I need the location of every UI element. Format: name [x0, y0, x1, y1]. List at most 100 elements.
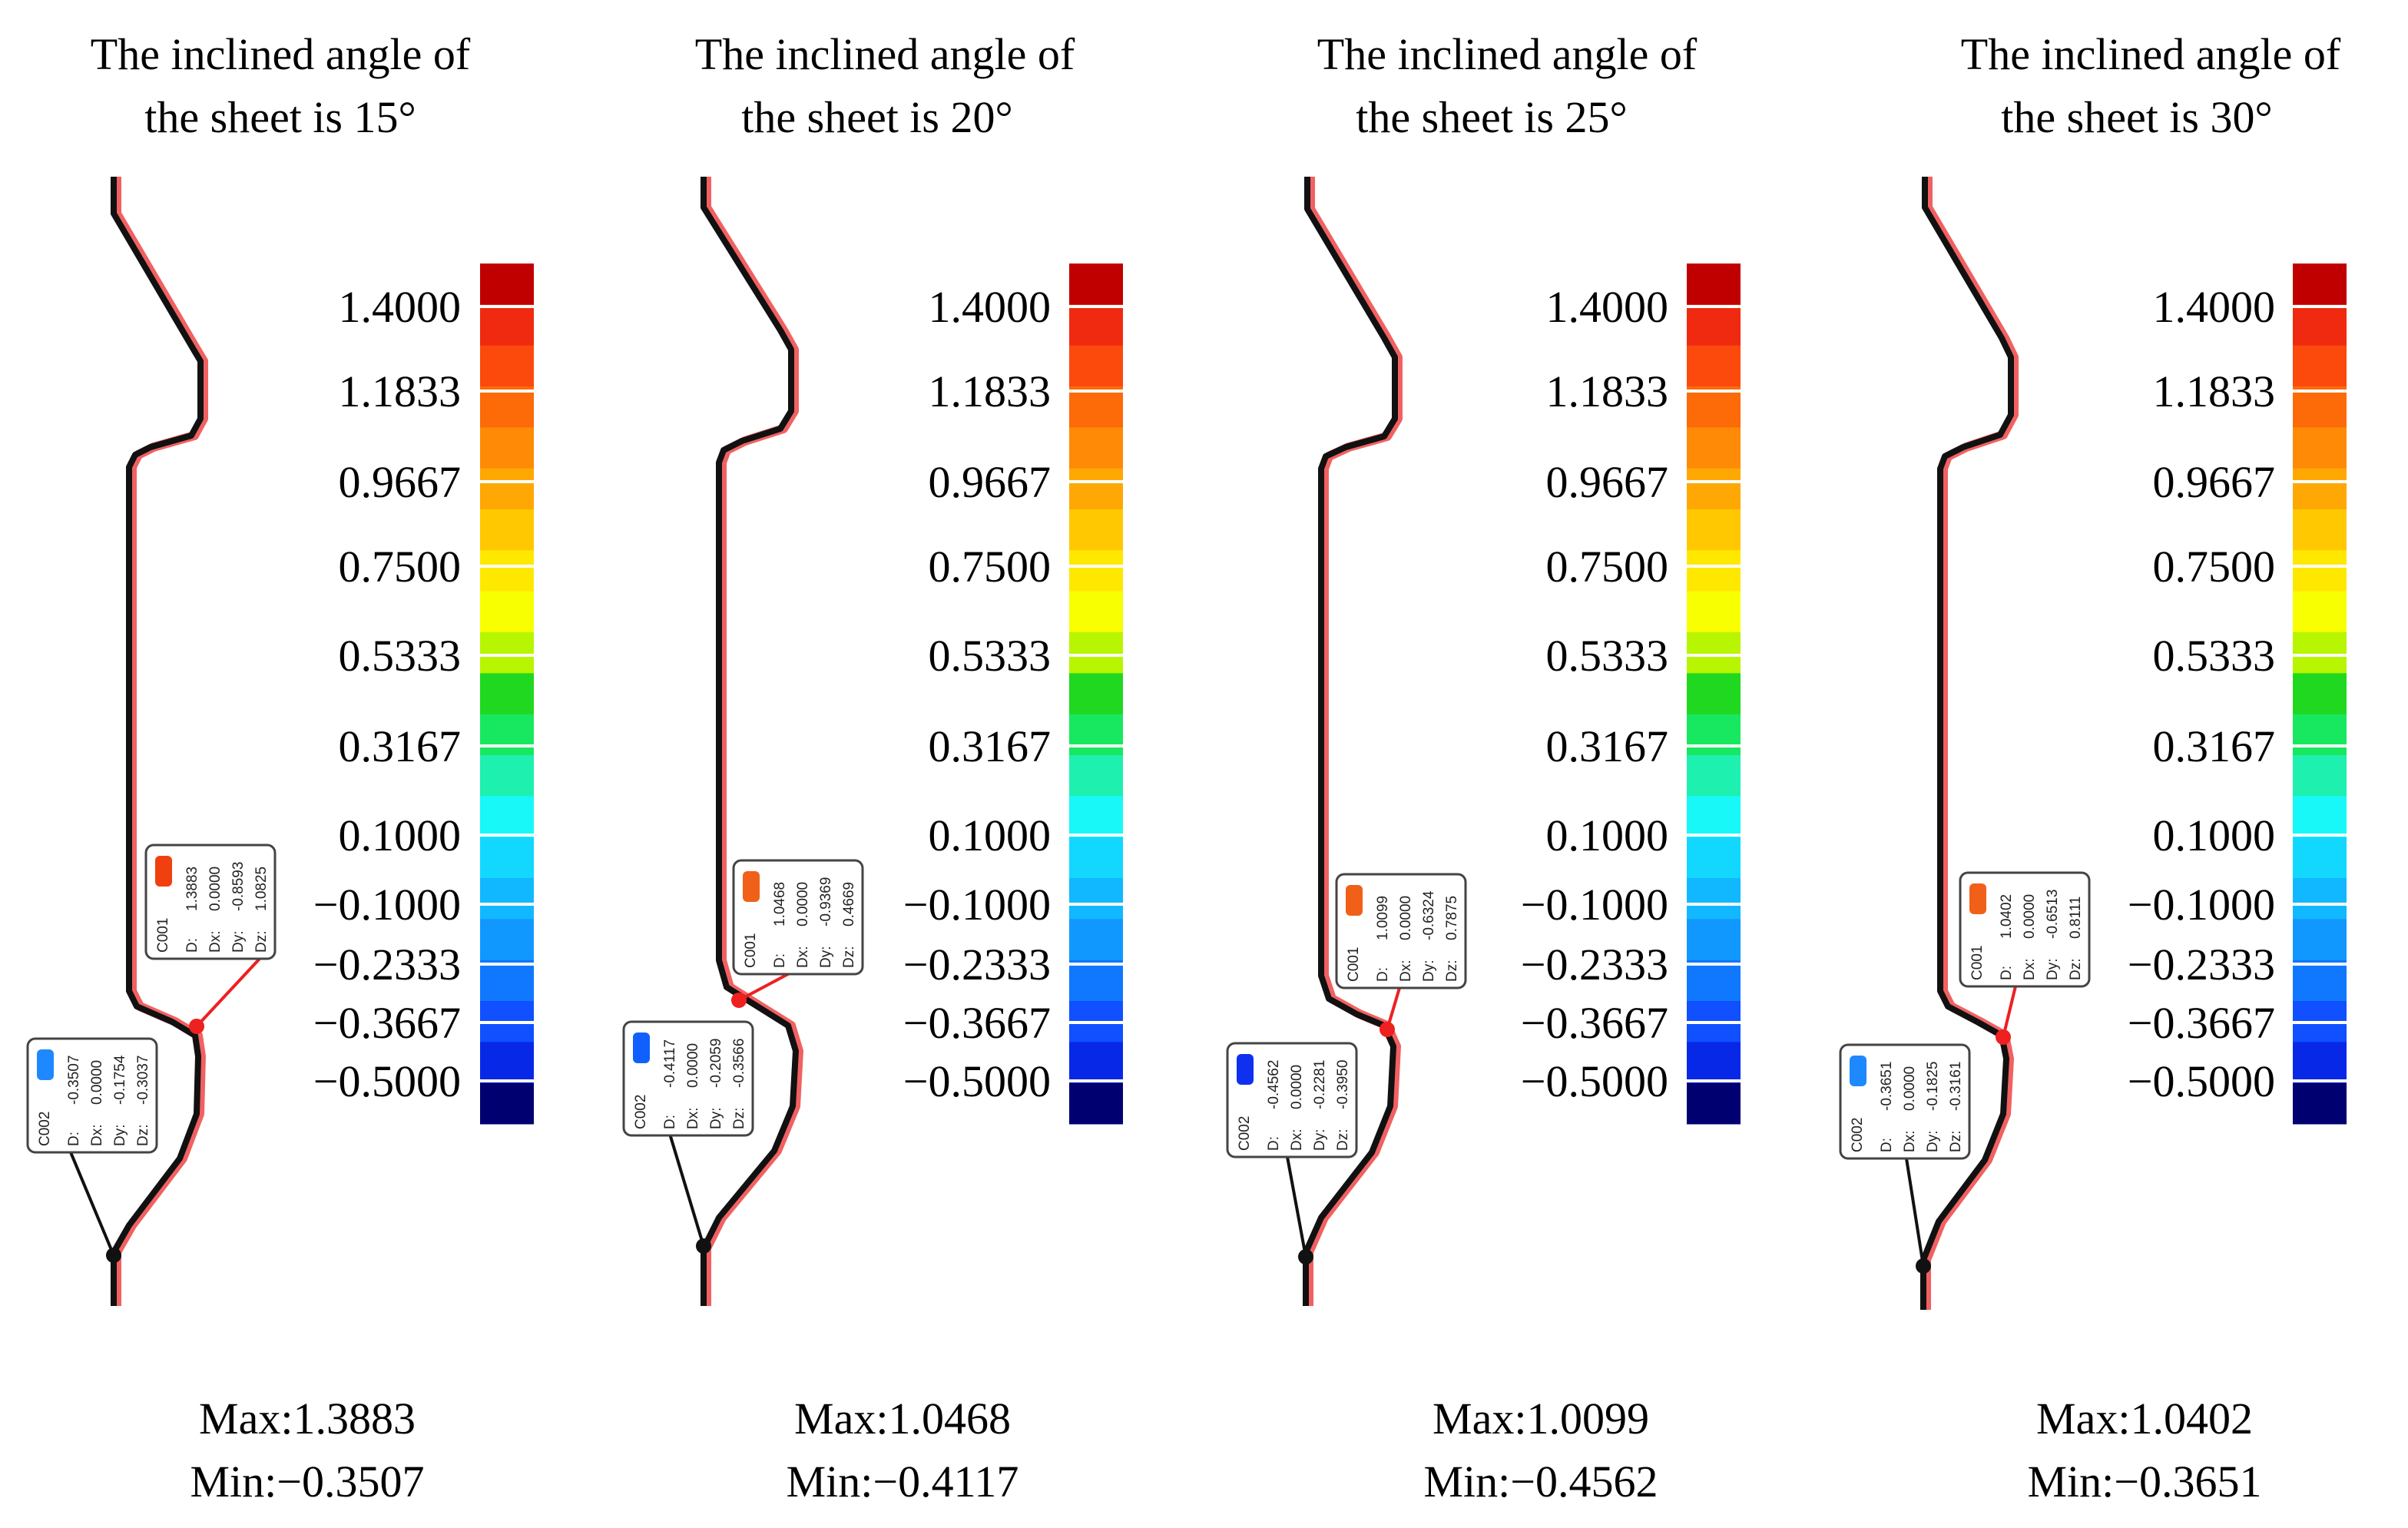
legend-band	[2293, 1082, 2347, 1125]
legend-band	[480, 386, 534, 428]
legend-tick-label: 0.5333	[929, 631, 1052, 681]
legend-band	[1687, 550, 1741, 592]
color-legend: 1.4000 1.1833 0.9667 0.7500 0.5333 0.3167 0.10…	[1521, 264, 1741, 1125]
c002-value-dy: -0.1754	[112, 1055, 128, 1105]
legend-tick-label: 0.3167	[929, 721, 1052, 771]
c002-leader-line	[69, 1152, 115, 1256]
c001-id: C001	[155, 918, 171, 953]
c002-value-dz: -0.3950	[1335, 1060, 1351, 1109]
c002-label-dy: Dy:	[708, 1108, 724, 1130]
c002-label-dy: Dy:	[112, 1125, 128, 1147]
legend-band	[1069, 878, 1123, 920]
c001-leader-line	[195, 957, 261, 1028]
legend-band	[2293, 632, 2347, 674]
c001-value-d: 1.0402	[1999, 894, 2015, 939]
c002-marker	[1916, 1258, 1931, 1274]
c001-marker	[1996, 1029, 2011, 1045]
legend-band	[2293, 468, 2347, 510]
c001-leader-line	[2002, 986, 2017, 1038]
c001-marker	[731, 993, 747, 1008]
legend-band	[1687, 960, 1741, 1002]
legend-band	[1069, 919, 1123, 961]
legend-band	[2293, 550, 2347, 592]
legend-band	[480, 632, 534, 674]
legend-band	[1069, 427, 1123, 469]
legend-band	[480, 673, 534, 715]
panel-title-line2: the sheet is 30°	[2001, 92, 2272, 142]
legend-tick-label: −0.3667	[903, 998, 1051, 1048]
panel-25deg: The inclined angle of the sheet is 25° 1…	[1226, 29, 1741, 1506]
c002-value-d: -0.3651	[1879, 1062, 1895, 1111]
legend-tick-label: 0.7500	[2153, 542, 2276, 592]
c002-swatch	[1237, 1054, 1254, 1085]
legend-band	[2293, 386, 2347, 428]
legend-band	[1687, 919, 1741, 961]
legend-band	[2293, 960, 2347, 1002]
legend-band	[1687, 1042, 1741, 1084]
c001-id: C001	[1346, 947, 1362, 982]
legend-tick-label: −0.2333	[313, 940, 461, 989]
legend-band	[480, 960, 534, 1002]
legend-tick-label: 0.7500	[339, 542, 462, 592]
c001-value-dy: -0.8593	[230, 862, 247, 911]
legend-band	[1069, 714, 1123, 756]
legend-band	[1687, 304, 1741, 346]
legend-band	[480, 509, 534, 551]
legend-tick-label: −0.5000	[313, 1056, 461, 1106]
legend-band	[2293, 264, 2347, 305]
legend-tick-label: −0.2333	[903, 940, 1051, 989]
legend-band	[1687, 796, 1741, 838]
min-value-label: Min:−0.4117	[787, 1457, 1019, 1506]
c001-marker	[189, 1019, 204, 1034]
c001-swatch	[743, 871, 760, 902]
c001-value-dx: 0.0000	[1398, 896, 1414, 940]
legend-band	[1687, 714, 1741, 756]
max-value-label: Max:1.0468	[794, 1394, 1011, 1443]
c002-callout: C002 D: -0.3507 Dx: 0.0000 Dy: -0.1754 D…	[26, 1037, 158, 1154]
c001-label-dy: Dy:	[818, 946, 834, 969]
c002-swatch	[633, 1032, 650, 1063]
legend-tick-label: 0.1000	[2153, 810, 2276, 860]
c001-swatch	[155, 856, 172, 887]
legend-band	[2293, 755, 2347, 797]
legend-band	[480, 1042, 534, 1084]
c001-label-d: D:	[184, 938, 200, 953]
c002-leader-line	[1286, 1156, 1307, 1258]
c001-marker	[1380, 1022, 1395, 1037]
c002-label-d: D:	[66, 1132, 82, 1146]
c002-value-dx: 0.0000	[1289, 1065, 1305, 1109]
panel-title-line2: the sheet is 25°	[1356, 92, 1627, 142]
legend-band	[1069, 755, 1123, 797]
legend-band	[1069, 1082, 1123, 1125]
c001-label-dx: Dx:	[1398, 960, 1414, 983]
legend-band	[1069, 837, 1123, 879]
c002-leader-line	[668, 1133, 705, 1247]
c002-label-dy: Dy:	[1312, 1129, 1328, 1152]
legend-tick-label: 1.4000	[339, 282, 462, 332]
c001-value-dz: 0.4669	[841, 882, 857, 926]
c001-callout: C001 D: 1.3883 Dx: 0.0000 Dy: -0.8593 Dz…	[144, 844, 277, 960]
c001-label-dz: Dz:	[1444, 960, 1460, 983]
legend-band	[1687, 386, 1741, 428]
legend-tick-label: 1.1833	[339, 366, 462, 416]
c002-swatch	[37, 1049, 54, 1080]
legend-tick-label: 0.5333	[2153, 631, 2276, 681]
sheet-profile	[701, 177, 803, 1306]
panel-title-line2: the sheet is 15°	[144, 92, 416, 142]
c002-value-dz: -0.3566	[731, 1039, 747, 1088]
c001-label-dy: Dy:	[2045, 959, 2061, 981]
c002-label-dz: Dz:	[135, 1125, 151, 1147]
legend-tick-label: 1.4000	[2153, 282, 2276, 332]
c001-value-dy: -0.9369	[818, 877, 834, 926]
panel-title-line1: The inclined angle of	[91, 29, 471, 79]
legend-band	[1687, 345, 1741, 387]
legend-band	[480, 796, 534, 838]
c002-label-dz: Dz:	[731, 1108, 747, 1130]
c002-id: C002	[1850, 1118, 1866, 1152]
c001-label-dy: Dy:	[1421, 960, 1437, 983]
c001-value-dx: 0.0000	[795, 882, 811, 926]
legend-band	[1687, 755, 1741, 797]
legend-band	[1687, 673, 1741, 715]
legend-band	[1069, 264, 1123, 305]
